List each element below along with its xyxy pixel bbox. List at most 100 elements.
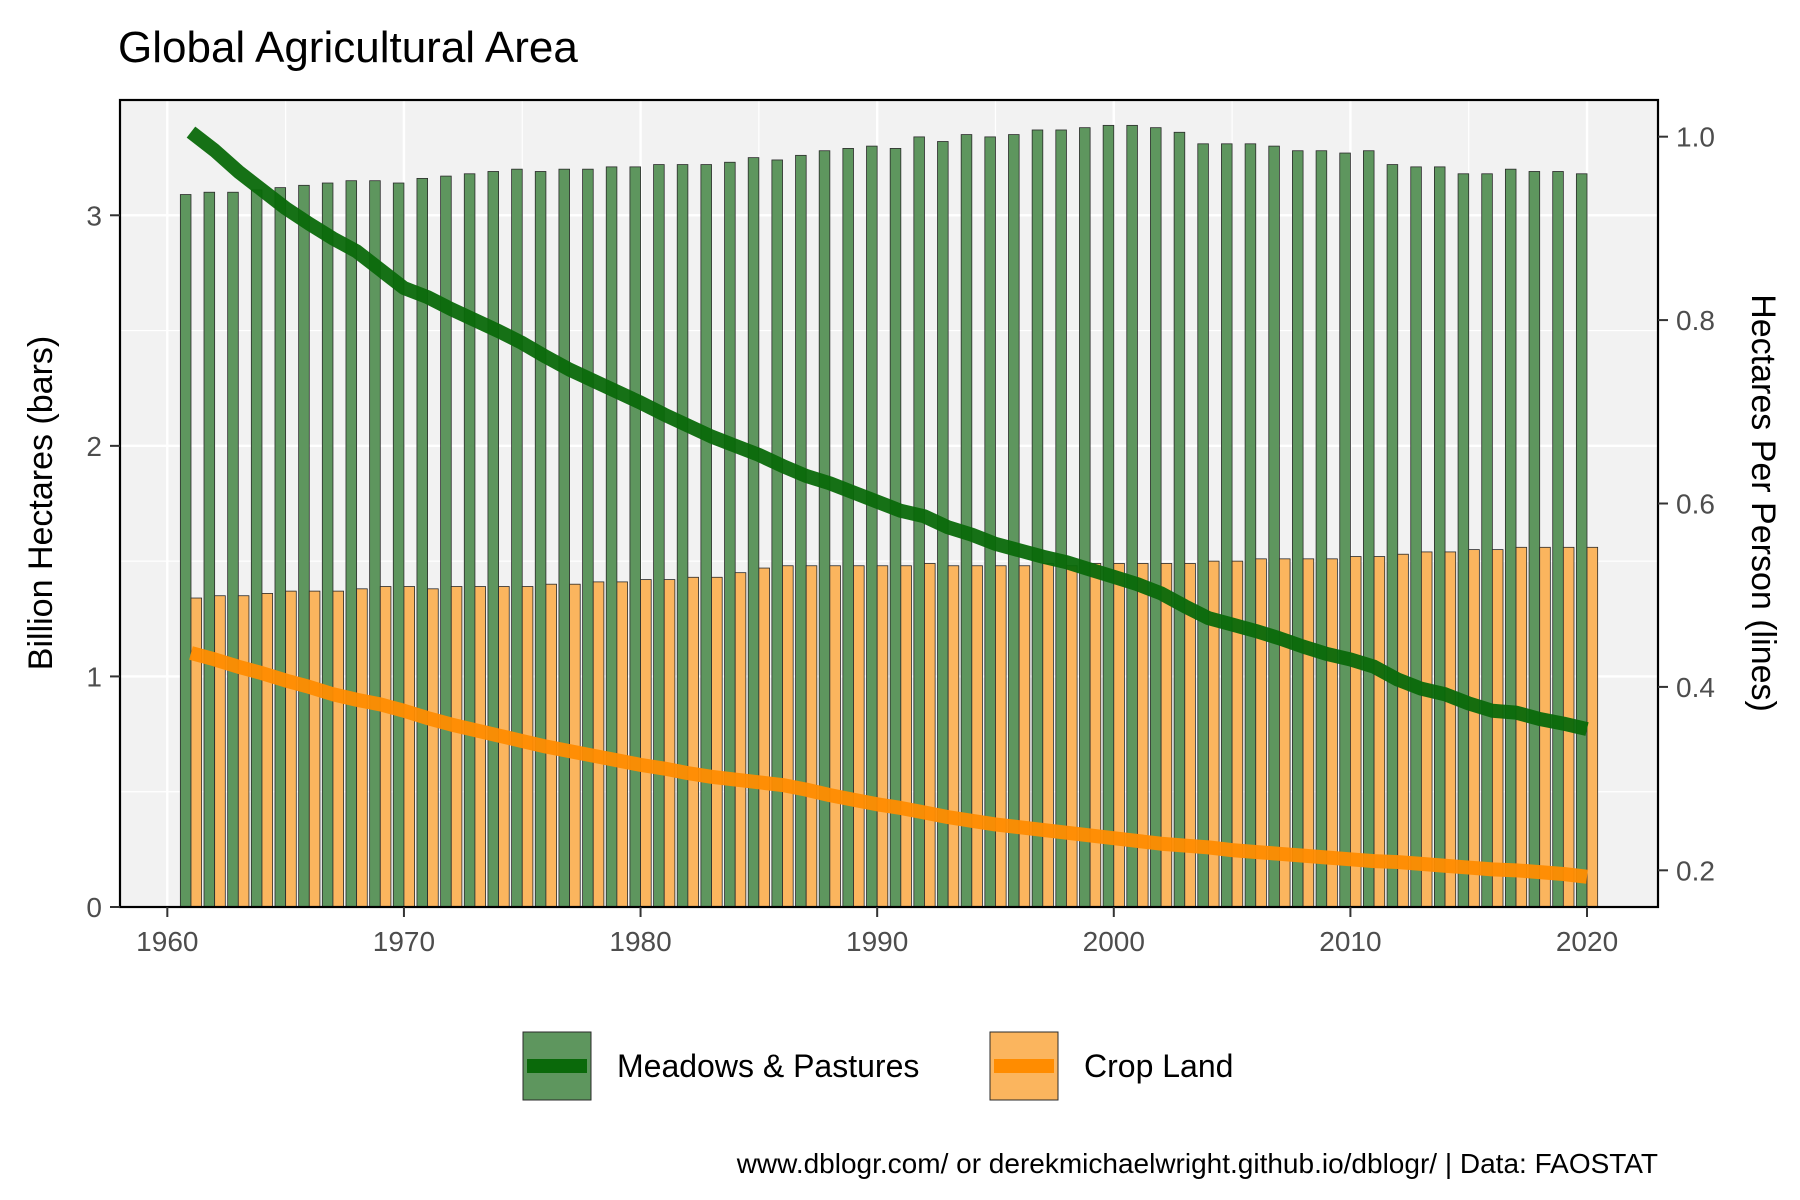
y-tick-label: 2 xyxy=(86,431,102,462)
bar-meadows xyxy=(1031,129,1044,908)
bar-meadows xyxy=(1292,150,1304,908)
x-tick-label: 2000 xyxy=(1083,926,1145,957)
bar-meadows xyxy=(1457,173,1470,908)
bar-cropland xyxy=(687,576,699,908)
bar-meadows xyxy=(1552,171,1564,908)
bar-meadows xyxy=(369,180,381,908)
bar-cropland xyxy=(332,590,345,908)
bar-cropland xyxy=(616,581,628,908)
bar-meadows xyxy=(724,161,736,908)
bar-meadows xyxy=(1079,127,1091,908)
legend-item-cropland: Crop Land xyxy=(989,1031,1233,1101)
x-tick-label: 2010 xyxy=(1319,926,1381,957)
bar-meadows xyxy=(960,134,973,908)
bar-cropland xyxy=(876,565,889,908)
bar-cropland xyxy=(663,579,676,908)
bar-meadows xyxy=(1126,124,1138,908)
chart-title: Global Agricultural Area xyxy=(118,23,578,72)
bar-meadows xyxy=(889,148,902,908)
bar-cropland xyxy=(1444,551,1457,908)
bar-cropland xyxy=(308,590,321,908)
bar-meadows xyxy=(1528,171,1541,908)
bar-cropland xyxy=(498,586,510,908)
bar-cropland xyxy=(1160,563,1173,908)
bar-meadows xyxy=(511,168,523,908)
bar-meadows xyxy=(534,171,547,908)
bar-meadows xyxy=(984,136,996,908)
bar-cropland xyxy=(214,595,226,908)
y2-tick-label: 0.8 xyxy=(1676,305,1715,336)
caption: www.dblogr.com/ or derekmichaelwright.gi… xyxy=(736,1148,1658,1179)
bar-cropland xyxy=(474,586,486,908)
bar-meadows xyxy=(629,166,641,908)
bar-cropland xyxy=(427,588,439,908)
bar-meadows xyxy=(250,189,263,908)
bar-cropland xyxy=(711,576,723,908)
bar-cropland xyxy=(1042,563,1054,908)
y-tick-label: 1 xyxy=(86,661,102,692)
bar-meadows xyxy=(1504,168,1517,908)
bar-cropland xyxy=(829,565,841,908)
bar-cropland xyxy=(782,565,794,908)
axes: 1960 1970 1980 1990 2000 2010 2020 0 1 2 3 0.2 0.4 0.… xyxy=(86,122,1715,957)
bar-meadows xyxy=(463,173,476,908)
y-tick-label: 0 xyxy=(86,892,102,923)
bar-cropland xyxy=(734,572,747,908)
y2-tick-label: 1.0 xyxy=(1676,122,1715,153)
bar-cropland xyxy=(261,593,274,908)
bar-cropland xyxy=(403,586,415,908)
x-tick-label: 2020 xyxy=(1556,926,1618,957)
bar-meadows xyxy=(298,184,310,908)
bar-cropland xyxy=(805,565,818,908)
y-axis-label: Billion Hectares (bars) xyxy=(22,336,60,670)
bar-meadows xyxy=(1386,164,1399,908)
y2-tick-label: 0.2 xyxy=(1676,855,1715,886)
bar-meadows xyxy=(1315,150,1328,908)
line-cropland xyxy=(189,646,1588,884)
bar-meadows xyxy=(440,175,452,908)
bar-cropland xyxy=(1586,546,1599,908)
bar-cropland xyxy=(640,579,652,908)
bar-cropland xyxy=(379,586,392,908)
y2-axis-label: Hectares Per Person (lines) xyxy=(1744,294,1782,712)
bar-meadows xyxy=(1410,166,1422,908)
bar-cropland xyxy=(1491,549,1504,908)
bar-cropland xyxy=(1397,553,1409,908)
legend-label: Meadows & Pastures xyxy=(617,1048,919,1084)
bar-meadows xyxy=(1150,127,1162,908)
bar-meadows xyxy=(321,182,334,908)
bar-cropland xyxy=(1468,549,1480,908)
bar-cropland xyxy=(1420,551,1433,908)
bar-cropland xyxy=(1089,563,1102,908)
bar-cropland xyxy=(995,565,1007,908)
bar-cropland xyxy=(592,581,605,908)
bar-meadows xyxy=(1197,143,1209,908)
bar-meadows xyxy=(1244,143,1257,908)
bar-cropland xyxy=(1066,565,1078,908)
bar-cropland xyxy=(853,565,865,908)
bar-cropland xyxy=(190,597,203,908)
bar-meadows xyxy=(203,191,216,908)
bar-meadows xyxy=(1481,173,1493,908)
bar-meadows xyxy=(747,157,760,908)
bar-meadows xyxy=(487,171,499,908)
bar-meadows xyxy=(676,164,689,908)
lines xyxy=(186,126,1589,884)
bar-meadows xyxy=(771,159,783,908)
bar-meadows xyxy=(653,164,665,908)
bar-meadows xyxy=(1008,134,1020,908)
bar-meadows xyxy=(700,164,712,908)
legend-item-meadows: Meadows & Pastures xyxy=(522,1031,919,1101)
bars xyxy=(179,124,1599,908)
bar-meadows xyxy=(227,191,239,908)
bar-cropland xyxy=(237,595,250,908)
bar-cropland xyxy=(1137,563,1149,908)
bar-cropland xyxy=(924,563,936,908)
x-tick-label: 1980 xyxy=(609,926,671,957)
bar-meadows xyxy=(582,168,594,908)
y-tick-label: 3 xyxy=(86,200,102,231)
bar-meadows xyxy=(1575,173,1588,908)
line-meadows xyxy=(186,126,1589,736)
bar-meadows xyxy=(558,168,570,908)
